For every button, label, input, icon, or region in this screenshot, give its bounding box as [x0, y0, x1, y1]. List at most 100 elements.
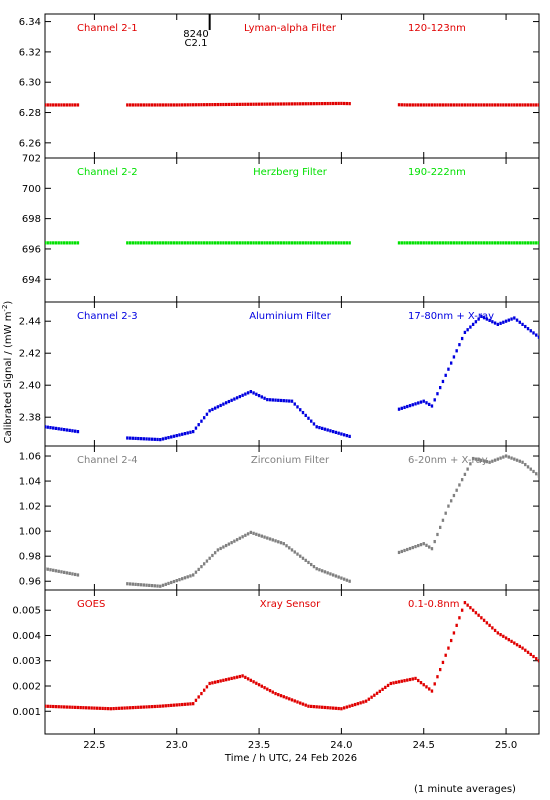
data-point — [170, 703, 173, 707]
data-point — [455, 103, 458, 107]
data-point — [126, 582, 129, 586]
data-point — [98, 706, 102, 710]
data-point — [510, 456, 513, 460]
data-point — [290, 698, 294, 702]
data-point — [279, 398, 283, 403]
data-point — [477, 241, 480, 245]
data-point — [460, 608, 464, 612]
data-point — [241, 674, 244, 678]
data-point — [208, 409, 211, 413]
data-point — [131, 241, 135, 245]
data-point — [408, 546, 412, 551]
data-point — [57, 427, 60, 431]
data-point — [65, 571, 69, 575]
data-point — [419, 543, 423, 547]
data-point — [172, 434, 176, 438]
data-point — [499, 633, 502, 637]
data-point — [348, 579, 351, 583]
y-tick-label: 0.004 — [12, 631, 41, 642]
data-point — [230, 676, 233, 681]
data-point — [238, 241, 242, 245]
data-point — [266, 102, 269, 106]
data-point — [131, 103, 135, 107]
data-point — [471, 322, 475, 326]
data-point — [46, 103, 49, 107]
data-point — [183, 702, 187, 706]
data-point — [329, 572, 332, 576]
data-point — [348, 434, 351, 438]
data-point — [120, 706, 124, 710]
data-point — [139, 103, 143, 107]
data-point — [172, 241, 176, 245]
data-point — [202, 688, 206, 692]
y-tick-label: 6.30 — [19, 78, 41, 89]
data-point — [288, 697, 291, 701]
data-point — [68, 103, 71, 107]
data-point — [150, 103, 154, 107]
data-point — [249, 241, 253, 245]
data-point — [433, 539, 436, 544]
data-point — [45, 704, 47, 708]
data-point — [106, 707, 110, 711]
y-tick-label: 2.38 — [19, 413, 41, 424]
data-point — [63, 570, 66, 574]
data-point — [71, 103, 74, 107]
data-point — [145, 705, 148, 709]
data-point — [310, 102, 313, 106]
data-point — [208, 556, 211, 560]
data-point — [307, 560, 310, 565]
data-point — [145, 583, 148, 587]
data-point — [337, 101, 340, 106]
data-point — [277, 398, 280, 402]
data-point — [200, 241, 203, 245]
data-point — [502, 241, 505, 245]
data-point — [513, 641, 516, 645]
data-point — [513, 457, 516, 461]
panel-filter: Herzberg Filter — [253, 167, 328, 178]
data-point — [172, 579, 176, 584]
data-point — [326, 428, 329, 432]
data-point — [161, 103, 165, 107]
data-point — [290, 548, 294, 552]
data-point — [257, 102, 261, 106]
y-tick-label: 2.42 — [19, 349, 41, 360]
data-point — [504, 241, 508, 245]
panel-filter: Lyman-alpha Filter — [244, 23, 337, 34]
data-point — [95, 706, 99, 710]
data-point — [153, 704, 156, 709]
data-point — [463, 330, 467, 334]
data-point — [235, 396, 239, 400]
data-point — [471, 456, 475, 461]
data-point — [318, 705, 321, 709]
data-point — [315, 567, 318, 571]
data-point — [474, 241, 478, 245]
data-point — [200, 419, 203, 423]
data-point — [235, 538, 239, 542]
data-point — [208, 241, 211, 245]
data-point — [54, 426, 58, 430]
data-point — [469, 462, 472, 466]
data-point — [403, 679, 406, 683]
data-point — [340, 101, 343, 106]
data-point — [433, 398, 436, 402]
data-point — [145, 241, 148, 245]
data-point — [244, 392, 247, 396]
panel-name: Channel 2-3 — [77, 311, 138, 322]
data-point — [337, 241, 340, 245]
data-point — [499, 456, 502, 460]
data-point — [167, 703, 170, 708]
data-point — [101, 706, 104, 711]
x-tick-label: 23.5 — [248, 740, 270, 751]
data-point — [304, 102, 307, 106]
data-point — [304, 413, 307, 418]
data-point — [340, 241, 343, 245]
data-point — [477, 317, 480, 321]
data-point — [252, 531, 255, 535]
data-point — [301, 556, 305, 560]
data-point — [474, 103, 478, 107]
data-point — [290, 241, 294, 245]
data-point — [496, 103, 500, 107]
data-point — [271, 241, 274, 245]
data-point — [167, 241, 170, 245]
data-series — [45, 454, 539, 588]
